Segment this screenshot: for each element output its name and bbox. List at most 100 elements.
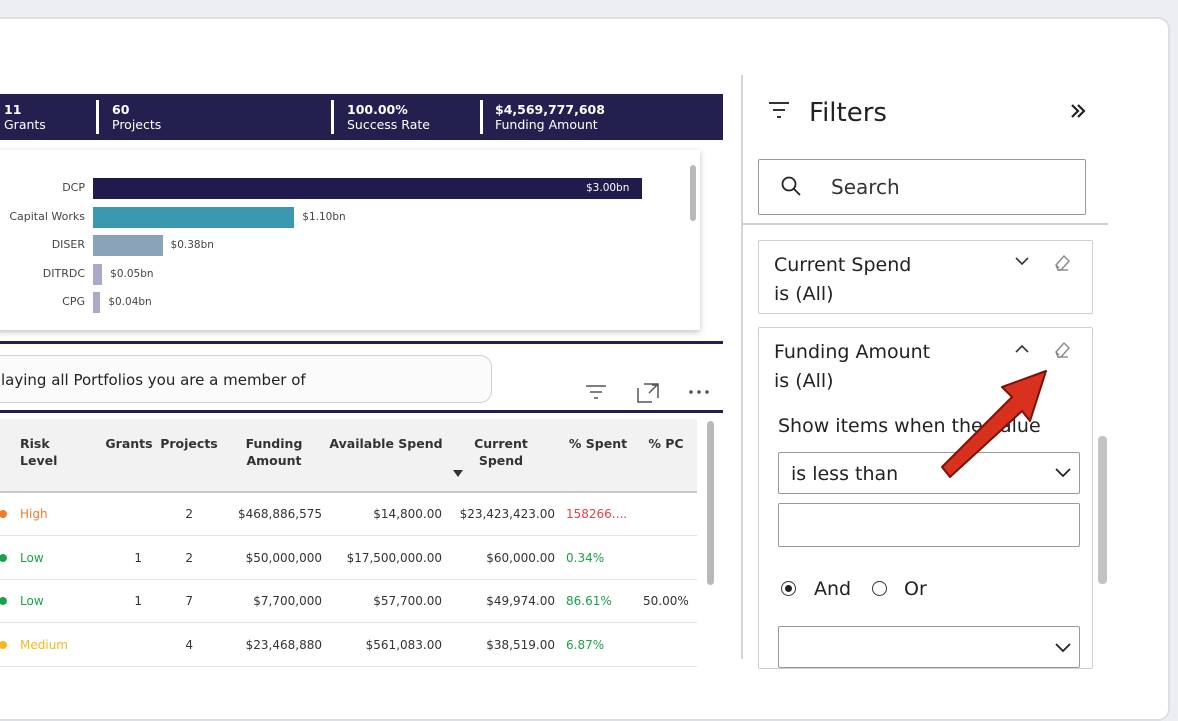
risk-dot bbox=[0, 510, 7, 518]
chevron-up-icon[interactable] bbox=[1015, 344, 1029, 353]
col-funding-amount[interactable]: Funding Amount bbox=[245, 436, 303, 468]
risk-dot bbox=[0, 640, 7, 649]
filters-divider bbox=[742, 223, 1108, 225]
kpi-separator bbox=[96, 100, 99, 134]
or-label: Or bbox=[904, 578, 927, 600]
filter-card-current-spend[interactable]: Current Spend is (All) bbox=[758, 240, 1093, 314]
filters-search-input[interactable]: Search bbox=[758, 159, 1086, 215]
category-label: DITRDC bbox=[42, 266, 85, 280]
kpi-success-rate: 100.00% Success Rate bbox=[347, 102, 430, 132]
chart-scrollbar[interactable] bbox=[690, 165, 696, 221]
category-label: CPG bbox=[62, 295, 85, 308]
data-label: $0.04bn bbox=[108, 296, 152, 308]
annotation-arrow bbox=[941, 370, 1047, 478]
table-row[interactable]: High 2 $468,886,575 $14,800.00 $23,423,423.0… bbox=[0, 492, 697, 536]
condition-value: is less than bbox=[791, 463, 899, 485]
col-current-spend[interactable]: Current Spend bbox=[474, 436, 528, 468]
table-top-rule bbox=[0, 410, 723, 413]
current-cell: $23,423,423.00 bbox=[459, 507, 555, 521]
funding-cell: $468,886,575 bbox=[238, 507, 322, 521]
data-label: $0.05bn bbox=[110, 267, 154, 280]
focus-mode-icon[interactable] bbox=[636, 382, 660, 404]
percent-pc-cell: 50.00% bbox=[643, 594, 689, 608]
condition-dropdown[interactable]: is less than bbox=[778, 452, 1080, 494]
percent-spent-cell: 158266.... bbox=[566, 507, 628, 521]
table-scrollbar[interactable] bbox=[707, 421, 714, 585]
kpi-grants: 11 Grants bbox=[4, 102, 46, 132]
category-label: DCP bbox=[62, 181, 85, 194]
risk-dot bbox=[0, 597, 7, 605]
projects-cell: 4 bbox=[185, 637, 193, 652]
condition-value-input[interactable] bbox=[778, 503, 1080, 547]
projects-cell: 2 bbox=[185, 507, 193, 521]
bar[interactable] bbox=[93, 206, 295, 228]
filter-icon[interactable] bbox=[585, 383, 607, 401]
chevron-down-icon[interactable] bbox=[1015, 257, 1029, 266]
current-cell: $38,519.00 bbox=[486, 637, 555, 652]
filter-card-state: is (All) bbox=[774, 370, 834, 392]
kpi-separator bbox=[480, 100, 483, 134]
table-row[interactable]: Low 1 7 $7,700,000 $57,700.00 $49,974.00 86.61… bbox=[0, 579, 697, 623]
data-label: $3.00bn bbox=[586, 182, 630, 194]
percent-spent-cell: 86.61% bbox=[566, 594, 612, 608]
risk-level-cell: Medium bbox=[20, 637, 68, 652]
clear-filter-icon[interactable] bbox=[1052, 339, 1072, 359]
clear-filter-icon[interactable] bbox=[1052, 252, 1072, 272]
funding-cell: $23,468,880 bbox=[245, 637, 322, 652]
col-percent-spent[interactable]: % Spent bbox=[568, 436, 628, 451]
second-condition-dropdown[interactable] bbox=[778, 626, 1080, 668]
risk-level-cell: Low bbox=[20, 594, 44, 608]
risk-level-cell: High bbox=[20, 507, 48, 521]
current-cell: $49,974.00 bbox=[486, 594, 555, 608]
bar[interactable] bbox=[93, 178, 642, 199]
portfolio-message-text: laying all Portfolios you are a member o… bbox=[1, 371, 306, 389]
current-cell: $60,000.00 bbox=[486, 550, 555, 565]
table-row[interactable]: Low 1 2 $50,000,000 $17,500,000.00 $60,000.00… bbox=[0, 536, 697, 580]
funding-cell: $50,000,000 bbox=[245, 550, 322, 565]
and-radio[interactable] bbox=[781, 581, 796, 596]
filters-pane-divider bbox=[741, 75, 743, 659]
projects-cell: 2 bbox=[185, 550, 193, 565]
category-label: Capital Works bbox=[9, 209, 85, 223]
percent-spent-cell: 6.87% bbox=[566, 637, 605, 652]
portfolio-message: laying all Portfolios you are a member o… bbox=[0, 355, 492, 403]
projects-cell: 7 bbox=[185, 594, 193, 608]
chevron-down-icon bbox=[1055, 643, 1071, 653]
table-header: Risk Level Grants Projects Funding Amoun… bbox=[0, 419, 697, 493]
filter-card-title: Funding Amount bbox=[774, 341, 931, 363]
show-items-label: Show items when the value bbox=[778, 415, 1041, 437]
data-label: $0.38bn bbox=[170, 239, 214, 251]
col-available-spend[interactable]: Available Spend bbox=[329, 436, 443, 451]
data-label: $1.10bn bbox=[302, 210, 346, 223]
risk-level-cell: Low bbox=[20, 550, 44, 565]
and-label: And bbox=[814, 578, 852, 600]
col-projects[interactable]: Projects bbox=[160, 436, 218, 451]
available-cell: $14,800.00 bbox=[373, 507, 442, 521]
available-cell: $17,500,000.00 bbox=[346, 550, 442, 565]
bar[interactable] bbox=[93, 263, 103, 285]
filter-card-state: is (All) bbox=[774, 283, 834, 305]
col-grants[interactable]: Grants bbox=[105, 436, 153, 451]
bar[interactable] bbox=[93, 292, 101, 313]
section-divider bbox=[0, 341, 723, 344]
collapse-pane-icon[interactable] bbox=[1070, 103, 1086, 119]
portfolio-table: Risk Level Grants Projects Funding Amoun… bbox=[0, 419, 707, 667]
filter-card-title: Current Spend bbox=[774, 254, 912, 276]
chevron-down-icon bbox=[1055, 468, 1071, 478]
risk-dot bbox=[0, 553, 7, 562]
bar[interactable] bbox=[93, 235, 163, 256]
funding-cell: $7,700,000 bbox=[253, 594, 322, 608]
more-options-icon[interactable] bbox=[688, 389, 710, 395]
grants-cell: 1 bbox=[134, 550, 142, 565]
kpi-separator bbox=[331, 100, 334, 134]
category-label: DISER bbox=[51, 238, 85, 251]
search-icon bbox=[781, 176, 801, 196]
sort-descending-icon bbox=[453, 470, 463, 477]
filters-scrollbar[interactable] bbox=[1098, 436, 1107, 584]
kpi-band: 11 Grants 60 Projects 100.00% Success Rate … bbox=[0, 94, 723, 140]
col-percent-pc[interactable]: % PC bbox=[648, 436, 684, 451]
search-placeholder: Search bbox=[831, 175, 900, 199]
table-row[interactable]: Medium 4 $23,468,880 $561,083.00 $38,519.00 6… bbox=[0, 623, 697, 667]
col-risk-level[interactable]: Risk Level bbox=[20, 436, 58, 468]
or-radio[interactable] bbox=[872, 581, 887, 596]
